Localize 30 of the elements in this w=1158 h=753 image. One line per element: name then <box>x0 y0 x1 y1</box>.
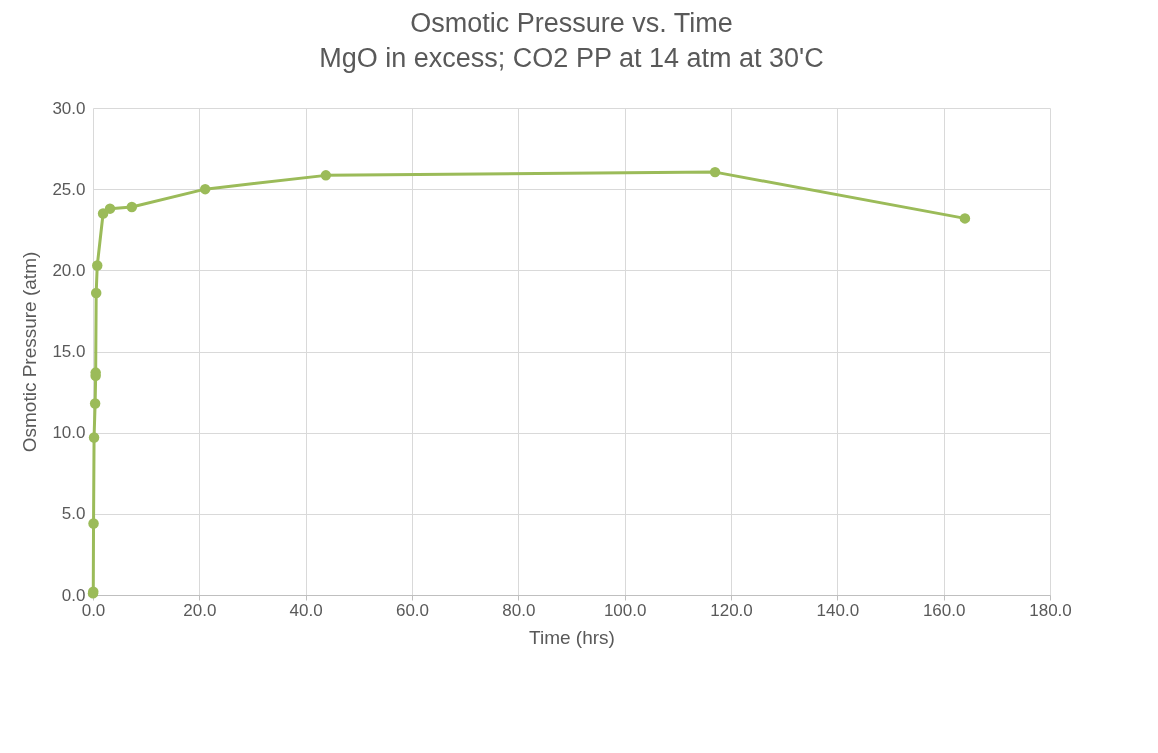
chart-subtitle: MgO in excess; CO2 PP at 14 atm at 30'C <box>319 43 824 73</box>
x-tick-label: 120.0 <box>710 600 753 620</box>
y-tick-label: 25.0 <box>52 179 86 199</box>
y-tick-label: 5.0 <box>61 504 86 524</box>
x-tick-label: 100.0 <box>603 600 647 620</box>
x-axis-title: Time (hrs) <box>529 626 615 648</box>
point <box>126 201 138 213</box>
x-tick-label: 140.0 <box>816 600 860 620</box>
x-tick-label: 180.0 <box>1029 600 1072 620</box>
x-tick-label: 80.0 <box>502 600 536 620</box>
x-tick-label: 160.0 <box>922 600 966 620</box>
point <box>88 432 100 443</box>
y-tick-label: 10.0 <box>52 423 86 443</box>
chart-title: Osmotic Pressure vs. Time <box>410 8 733 38</box>
y-tick-label: 30.0 <box>52 98 86 118</box>
point <box>88 518 99 529</box>
x-tick-label: 60.0 <box>395 600 430 620</box>
point <box>89 398 101 409</box>
point <box>959 213 971 224</box>
y-axis-title: Osmotic Pressure (atm) <box>19 251 41 453</box>
point <box>320 170 332 181</box>
point <box>104 203 116 214</box>
point <box>199 183 211 195</box>
x-tick-label: 20.0 <box>183 600 217 620</box>
point <box>90 287 102 299</box>
x-tick-label: 40.0 <box>289 600 323 620</box>
y-tick-label: 20.0 <box>52 260 86 280</box>
point <box>709 166 721 178</box>
point <box>92 260 103 271</box>
y-tick-label: 15.0 <box>52 342 86 361</box>
